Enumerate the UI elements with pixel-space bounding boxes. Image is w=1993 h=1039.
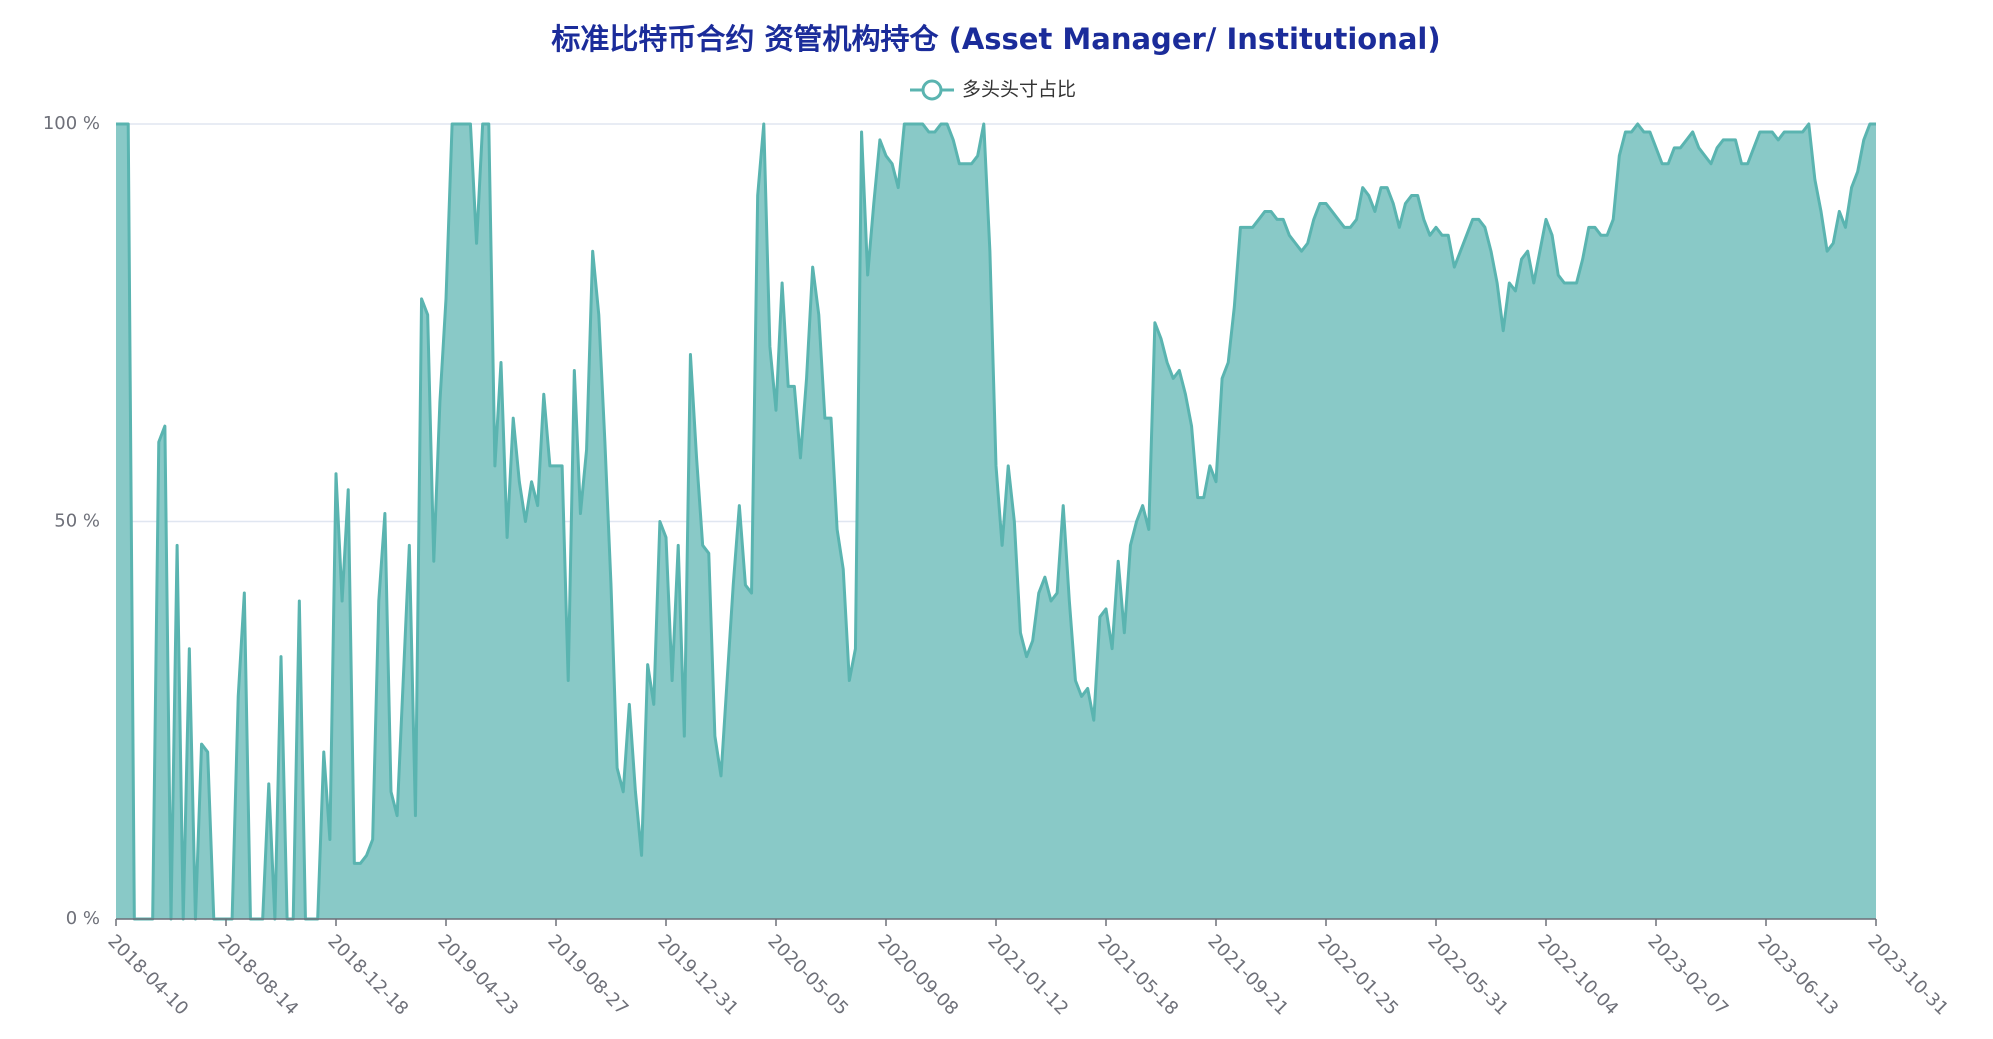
x-tick-label: 2020-09-08	[873, 931, 962, 1020]
y-tick-label: 100 %	[43, 113, 100, 134]
x-tick-label: 2018-12-18	[323, 931, 412, 1020]
chart-title: 标准比特币合约 资管机构持仓 (Asset Manager/ Instituti…	[551, 22, 1440, 56]
area	[116, 124, 1876, 919]
y-tick-label: 50 %	[54, 511, 100, 532]
x-tick-label: 2021-01-12	[983, 931, 1072, 1020]
legend-marker	[921, 79, 943, 101]
x-tick-label: 2023-02-07	[1643, 931, 1732, 1020]
x-tick-label: 2019-08-27	[543, 931, 632, 1020]
line	[116, 122, 1876, 921]
x-tick-label: 2023-06-13	[1753, 931, 1842, 1020]
x-tick-label: 2020-05-05	[763, 931, 852, 1020]
x-tick-label: 2022-10-04	[1533, 931, 1622, 1020]
x-tick-label: 2021-09-21	[1203, 931, 1292, 1020]
x-tick-label: 2019-04-23	[433, 931, 522, 1020]
legend-label: 多头头寸占比	[962, 79, 1076, 101]
x-tick-label: 2022-05-31	[1423, 931, 1512, 1020]
x-tick-label: 2023-10-31	[1863, 931, 1952, 1020]
x-tick-label: 2019-12-31	[653, 931, 742, 1020]
x-tick-label: 2021-05-18	[1093, 931, 1182, 1020]
x-tick-label: 2018-04-10	[103, 931, 192, 1020]
x-tick-label: 2018-08-14	[213, 931, 302, 1020]
x-tick-label: 2022-01-25	[1313, 931, 1402, 1020]
y-tick-label: 0 %	[66, 908, 100, 929]
